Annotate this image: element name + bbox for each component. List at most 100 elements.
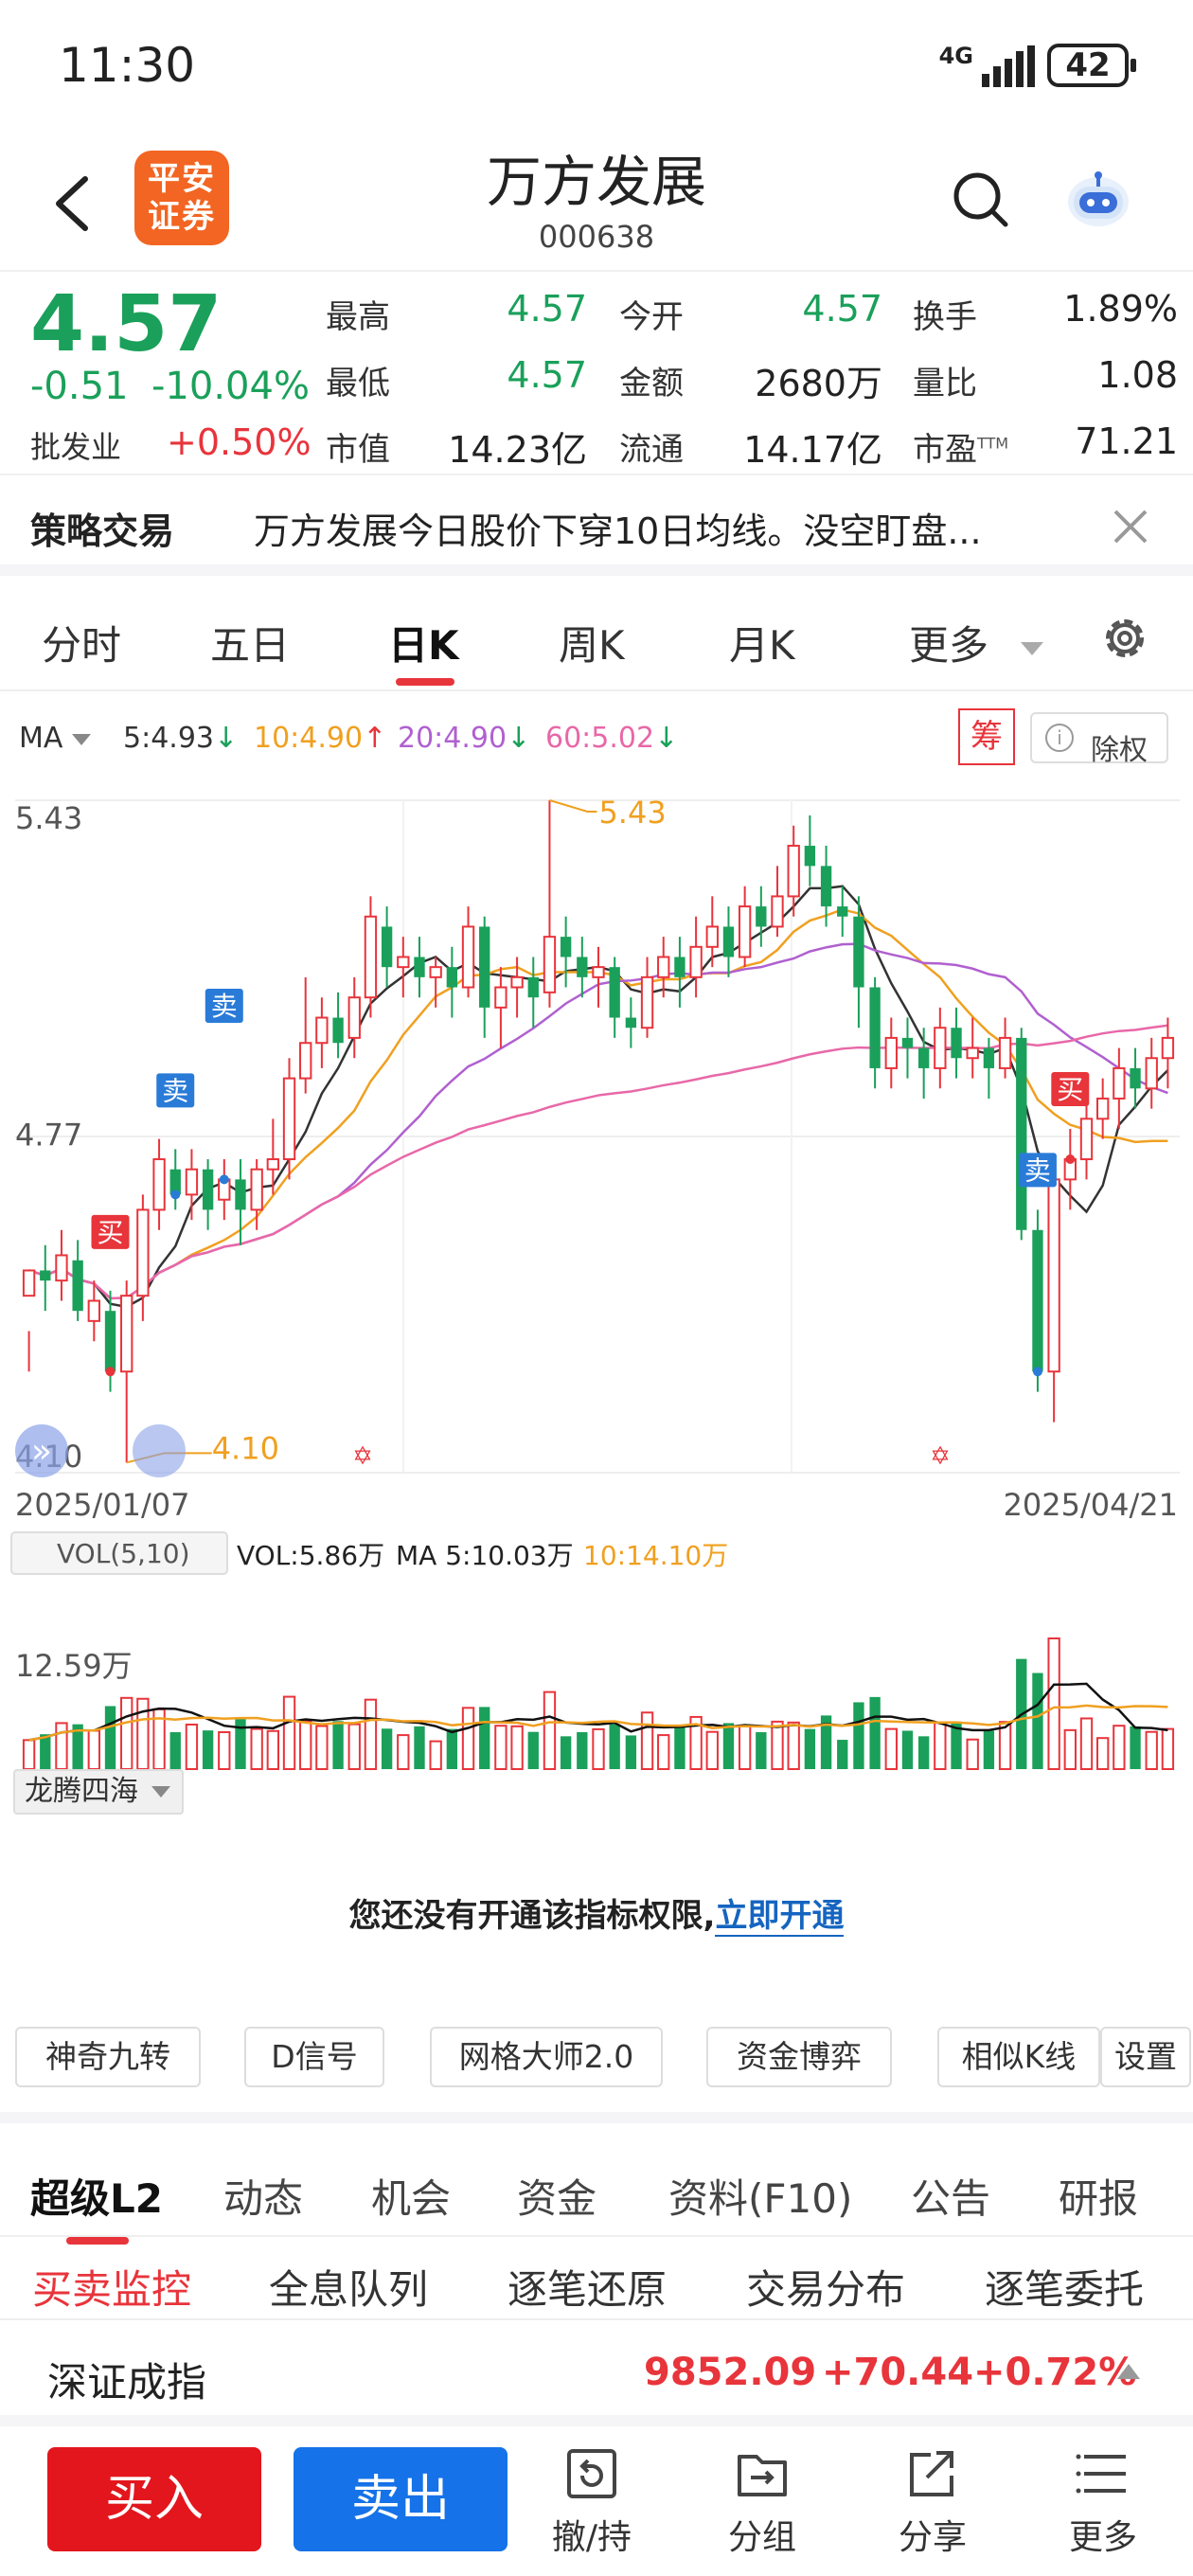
subtab-tick-replay[interactable]: 逐笔还原 bbox=[507, 2266, 668, 2313]
unlock-link[interactable]: 立即开通 bbox=[715, 1897, 845, 1937]
volume-bar bbox=[22, 1739, 36, 1770]
candle bbox=[169, 1169, 181, 1195]
last-price: 4.57 bbox=[30, 279, 223, 369]
candle bbox=[72, 1260, 83, 1312]
candle bbox=[705, 925, 719, 948]
volume-bar bbox=[414, 1726, 425, 1769]
sell-button[interactable]: 卖出 bbox=[294, 2447, 507, 2551]
tab-weekly-k[interactable]: 周K bbox=[559, 622, 625, 669]
candle bbox=[414, 957, 425, 977]
tab-more[interactable]: 更多 bbox=[909, 614, 1044, 671]
volume-bar bbox=[998, 1721, 1012, 1770]
tab-announcements[interactable]: 公告 bbox=[911, 2175, 991, 2222]
float-cap-label: 流通 bbox=[619, 431, 684, 469]
candle bbox=[152, 1158, 166, 1211]
candle bbox=[560, 937, 572, 957]
ai-assistant-icon[interactable] bbox=[1060, 164, 1136, 232]
tab-intraday[interactable]: 分时 bbox=[42, 622, 122, 669]
tab-five-day[interactable]: 五日 bbox=[210, 622, 291, 669]
share-button[interactable]: 分享 bbox=[871, 2447, 994, 2570]
candle bbox=[1113, 1066, 1126, 1100]
strategy-bar[interactable]: 策略交易 万方发展今日股价下穿10日均线。没空盯盘... bbox=[0, 474, 1193, 576]
index-ticker[interactable]: 深证成指 9852.09 +70.44 +0.72% bbox=[0, 2322, 1193, 2426]
close-icon[interactable] bbox=[1108, 504, 1153, 549]
volume-bar bbox=[820, 1715, 832, 1769]
logo-line1: 平安 bbox=[148, 160, 216, 198]
logo-line2: 证券 bbox=[148, 198, 216, 236]
volume-bar bbox=[917, 1736, 930, 1769]
tab-opportunity[interactable]: 机会 bbox=[371, 2175, 452, 2222]
ma10-value: 10:4.90↑ bbox=[254, 722, 386, 755]
tab-research[interactable]: 研报 bbox=[1059, 2175, 1139, 2222]
x-start-label: 2025/01/07 bbox=[15, 1487, 189, 1523]
chip-similar-k[interactable]: 相似K线 bbox=[937, 2027, 1100, 2087]
candle bbox=[917, 1047, 930, 1068]
kline-chart[interactable]: 5.43 4.77 4.10 VOL(5,10) VOL:5.86万 MA 5:10.0… bbox=[0, 767, 1193, 1771]
candle bbox=[202, 1169, 214, 1210]
active-info-tab-underline bbox=[66, 2237, 129, 2245]
chip-capital-game[interactable]: 资金博弈 bbox=[706, 2027, 892, 2087]
ma-legend: MA 5:4.93↓ 10:4.90↑ 20:4.90↓ 60:5.02↓ 筹 … bbox=[0, 708, 1193, 767]
battery-icon: 42 bbox=[1047, 44, 1136, 87]
chip-d-signal[interactable]: D信号 bbox=[244, 2027, 384, 2087]
expand-icon bbox=[133, 1424, 186, 1477]
candle bbox=[479, 926, 490, 1008]
subtab-tick-orders[interactable]: 逐笔委托 bbox=[985, 2266, 1145, 2313]
subtab-trade-monitor[interactable]: 买卖监控 bbox=[32, 2266, 192, 2313]
candle bbox=[266, 1158, 280, 1171]
subtab-full-queue[interactable]: 全息队列 bbox=[269, 2266, 429, 2313]
chip-distribution-button[interactable]: 筹 bbox=[958, 708, 1015, 765]
caret-up-icon[interactable] bbox=[1117, 2364, 1140, 2379]
tab-f10[interactable]: 资料(F10) bbox=[668, 2175, 853, 2222]
collapse-glyph: » bbox=[31, 1432, 52, 1471]
candle bbox=[364, 915, 378, 999]
open-label: 今开 bbox=[619, 298, 684, 336]
volume-bar bbox=[543, 1690, 557, 1770]
ma20-arrow: ↓ bbox=[507, 722, 531, 755]
volume-bar bbox=[1047, 1637, 1060, 1770]
tab-super-l2[interactable]: 超级L2 bbox=[30, 2175, 163, 2222]
info-tabs: 超级L2 动态 机会 资金 资料(F10) 公告 研报 bbox=[0, 2112, 1193, 2245]
tab-monthly-k[interactable]: 月K bbox=[729, 622, 795, 669]
sector-label[interactable]: 批发业 bbox=[30, 429, 122, 465]
strategy-message[interactable]: 万方发展今日股价下穿10日均线。没空盯盘... bbox=[254, 510, 982, 552]
candle bbox=[282, 1077, 296, 1161]
candle bbox=[40, 1270, 51, 1281]
chip-settings[interactable]: 设置 bbox=[1100, 2027, 1191, 2087]
candle bbox=[869, 987, 881, 1068]
group-label: 分组 bbox=[727, 2518, 796, 2557]
ma-label[interactable]: MA bbox=[19, 722, 91, 755]
adjust-rights-button[interactable]: i 除权 bbox=[1030, 712, 1168, 767]
volume-bar bbox=[869, 1696, 881, 1769]
volume-bar bbox=[705, 1730, 719, 1771]
candle bbox=[577, 957, 588, 977]
candle bbox=[804, 846, 816, 867]
tab-daily-k[interactable]: 日K bbox=[388, 622, 459, 669]
market-cap-label: 市值 bbox=[326, 431, 390, 469]
indicator-selector[interactable]: 龙腾四海 bbox=[13, 1769, 184, 1815]
cancel-hold-button[interactable]: 撤/持 bbox=[530, 2447, 653, 2570]
gear-icon[interactable] bbox=[1098, 612, 1151, 665]
ma-label-text: MA bbox=[19, 722, 63, 755]
quote-panel: 4.57 -0.51 -10.04% 批发业 +0.50% 最高 4.57 今开… bbox=[0, 270, 1193, 474]
more-button[interactable]: 更多 bbox=[1042, 2447, 1165, 2570]
back-icon[interactable] bbox=[45, 166, 102, 242]
tab-news[interactable]: 动态 bbox=[223, 2175, 304, 2222]
high-label: 最高 bbox=[326, 298, 390, 336]
subtab-trade-distribution[interactable]: 交易分布 bbox=[746, 2266, 906, 2313]
ma60-text: 60:5.02 bbox=[545, 722, 655, 755]
buy-button[interactable]: 买入 bbox=[47, 2447, 261, 2551]
candle bbox=[527, 976, 539, 998]
volume-bar bbox=[332, 1721, 344, 1769]
status-bar: 11:30 4G 42 bbox=[0, 0, 1193, 137]
chip-magic-nine[interactable]: 神奇九转 bbox=[15, 2027, 201, 2087]
chip-grid-master[interactable]: 网格大师2.0 bbox=[430, 2027, 663, 2087]
group-button[interactable]: 分组 bbox=[701, 2447, 824, 2570]
candle bbox=[756, 906, 767, 927]
search-icon[interactable] bbox=[947, 166, 1013, 232]
volume-bar bbox=[185, 1723, 199, 1771]
candle bbox=[934, 1027, 947, 1069]
tab-funds[interactable]: 资金 bbox=[517, 2175, 597, 2222]
low-label: 最低 bbox=[326, 365, 390, 402]
volume-bar bbox=[1161, 1727, 1175, 1770]
